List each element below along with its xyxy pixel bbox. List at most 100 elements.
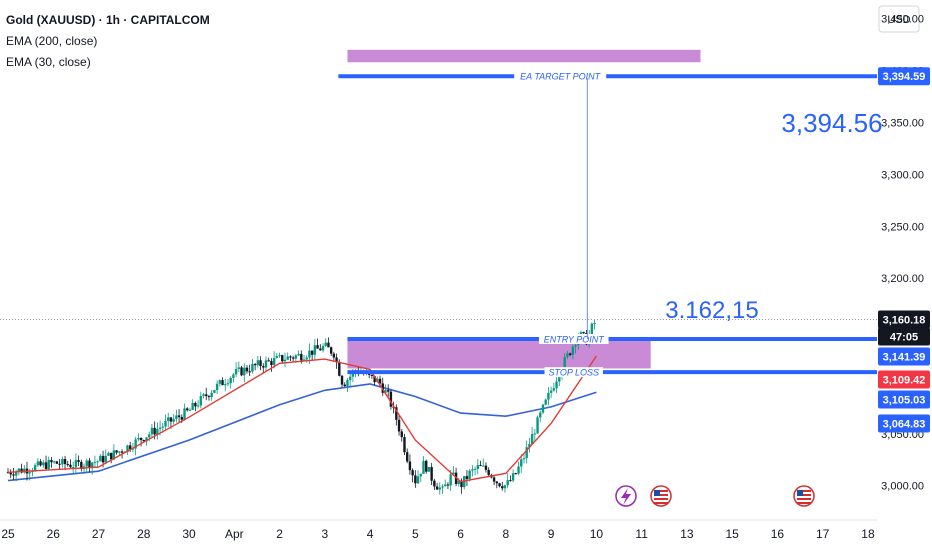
svg-text:47:05: 47:05 [890, 331, 918, 343]
candle-215 [590, 322, 594, 336]
target-annotation[interactable]: 3,394.56 [781, 108, 882, 138]
candle-193 [530, 426, 534, 445]
candle-171 [471, 465, 474, 477]
candle-100 [278, 352, 281, 358]
us-flag-event-icon[interactable] [650, 485, 672, 507]
candle-63 [177, 408, 181, 423]
candles [6, 319, 596, 495]
candle-93 [259, 356, 262, 371]
candle-70 [196, 400, 200, 409]
candle-180 [495, 480, 499, 489]
svg-text:3,064.83: 3,064.83 [883, 418, 926, 430]
candle-48 [137, 433, 140, 442]
candle-16 [50, 457, 53, 468]
x-tick-label-12: 9 [548, 527, 555, 541]
x-tick-label-1: 26 [47, 527, 61, 541]
candle-80 [224, 378, 227, 392]
svg-text:3,109.42: 3,109.42 [883, 374, 926, 386]
p1-price-badge[interactable]: 3,105.03 [878, 390, 930, 409]
candle-168 [463, 476, 466, 490]
x-tick-label-16: 15 [725, 527, 739, 541]
y-tick-label-0: 3,000.00 [881, 481, 924, 493]
ema30-legend[interactable]: EMA (30, close) [6, 55, 91, 69]
candle-25 [74, 453, 78, 474]
candle-145 [400, 428, 403, 442]
p2-price-badge[interactable]: 3,064.83 [878, 414, 930, 433]
y-tick-label-6: 3,300.00 [881, 169, 924, 181]
ema30-path[interactable] [7, 355, 597, 483]
candle-104 [289, 355, 292, 362]
candle-150 [414, 470, 417, 488]
candle-116 [321, 343, 325, 353]
candle-117 [324, 338, 327, 348]
candle-83 [232, 372, 235, 383]
y-tick-label-5: 3,250.00 [881, 221, 924, 233]
candle-58 [164, 414, 167, 431]
candle-66 [186, 407, 189, 412]
symbol-title[interactable]: Gold (XAUUSD) · 1h · CAPITALCOM [6, 13, 210, 27]
ema200-path[interactable] [7, 383, 597, 482]
stop-price-badge[interactable]: 3,109.42 [878, 370, 930, 389]
candle-76 [213, 389, 216, 394]
lightning-event-icon[interactable] [615, 485, 637, 507]
candle-86 [240, 365, 243, 377]
candle-34 [99, 453, 102, 462]
svg-text:3,160.18: 3,160.18 [883, 314, 926, 326]
ema30-line[interactable] [7, 355, 597, 483]
candle-79 [221, 377, 224, 386]
candle-158 [435, 482, 439, 490]
candle-149 [411, 468, 414, 483]
zone-1[interactable] [347, 340, 651, 369]
ema200-line[interactable] [7, 383, 597, 482]
candle-65 [183, 403, 186, 421]
currency-box[interactable] [878, 5, 920, 33]
candle-124 [343, 382, 346, 387]
candle-11 [36, 458, 40, 467]
candle-155 [427, 466, 431, 472]
candle-134 [370, 374, 374, 379]
candle-1 [9, 469, 12, 479]
candle-44 [126, 444, 129, 456]
x-tick-labels: 25 26 27 28 30 Apr 2 3 4 5 6 8 9 10 11 13 15 16 17 18 [1, 527, 875, 541]
candle-73 [205, 387, 208, 401]
countdown-badge[interactable]: 47:05 [878, 327, 930, 346]
target-price-badge[interactable]: 3,394.59 [878, 67, 930, 86]
candle-162 [446, 482, 450, 490]
ema200-legend[interactable]: EMA (200, close) [6, 34, 98, 48]
candle-101 [281, 354, 284, 364]
candle-97 [270, 358, 273, 372]
entry-price-badge[interactable]: 3,141.39 [878, 347, 930, 366]
candle-126 [348, 372, 352, 387]
candle-125 [346, 377, 349, 393]
candle-172 [473, 466, 477, 476]
candle-109 [302, 354, 306, 362]
candle-94 [262, 363, 265, 374]
candle-92 [256, 355, 260, 368]
us-flag-event-icon-2[interactable] [793, 485, 815, 507]
candle-29 [85, 458, 88, 474]
time-axis[interactable] [0, 520, 932, 550]
x-tick-label-13: 10 [590, 527, 604, 541]
candle-184 [506, 473, 509, 489]
zone-0[interactable] [347, 49, 701, 63]
candle-188 [517, 461, 520, 476]
candle-107 [297, 350, 300, 357]
candle-24 [71, 461, 75, 474]
candle-82 [229, 376, 232, 389]
candle-68 [191, 399, 194, 411]
candle-2 [12, 468, 15, 480]
level-label-bg-2 [544, 367, 603, 378]
price-axis[interactable] [877, 0, 932, 520]
current-price-badge[interactable]: 3,160.18 [878, 310, 930, 329]
candle-182 [501, 481, 504, 491]
candle-40 [115, 449, 118, 455]
candle-143 [395, 404, 398, 426]
candle-31 [90, 461, 94, 475]
current-annotation[interactable]: 3.162,15 [665, 297, 758, 324]
candle-202 [555, 375, 558, 394]
candle-207 [568, 352, 572, 357]
candle-146 [403, 433, 406, 455]
candle-32 [93, 455, 97, 467]
